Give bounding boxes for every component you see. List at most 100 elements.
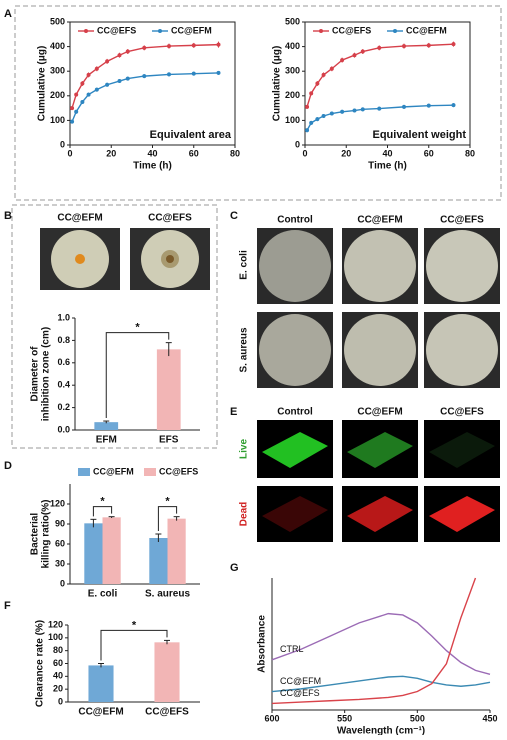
x-tick-label: 40 (147, 148, 157, 158)
legend-label: CC@EFM (171, 25, 212, 35)
y-tick-label: 20 (53, 684, 63, 694)
point (377, 106, 382, 111)
bar (94, 422, 119, 430)
point (167, 72, 171, 77)
plot-frame (304, 21, 471, 146)
significance-label: * (165, 496, 170, 508)
legend-label: CC@EFM (93, 466, 134, 476)
x-tick-label: 500 (410, 713, 425, 723)
point (309, 120, 314, 125)
point (309, 91, 314, 96)
panel-label: B (4, 210, 12, 222)
y-tick-label: 120 (48, 619, 63, 629)
y-tick-label: 100 (50, 115, 65, 125)
series-line (271, 675, 491, 693)
y-tick-label: 0 (60, 139, 65, 149)
x-tick-label: 20 (341, 148, 351, 158)
series-line (71, 72, 219, 122)
column-label: CC@EFM (357, 407, 402, 418)
panel-a-frame (14, 5, 502, 201)
point (321, 72, 326, 77)
point (86, 92, 91, 97)
legend-label: CC@EFS (97, 25, 136, 35)
point (191, 71, 196, 76)
point (329, 66, 334, 71)
sample (75, 254, 85, 264)
point (216, 42, 221, 47)
point (142, 74, 147, 79)
legend-marker (393, 29, 397, 33)
photo-grid (257, 228, 500, 388)
point (117, 53, 122, 58)
significance-label: * (100, 496, 105, 508)
x-tick-label: 80 (465, 148, 475, 158)
row-label: Live (239, 439, 250, 459)
x-axis-title: Time (h) (133, 161, 172, 172)
y-tick-label: 90 (55, 518, 65, 528)
sample (166, 255, 174, 263)
annotation: Equivalent area (150, 129, 232, 141)
point (167, 44, 171, 49)
point (94, 66, 99, 71)
x-tick-label: 40 (382, 148, 392, 158)
y-tick-label: 60 (53, 658, 63, 668)
stain (262, 496, 328, 532)
point (402, 44, 406, 49)
x-tick-label: 0 (67, 148, 72, 158)
y-axis-title: inhibition zone (cm) (41, 327, 52, 421)
dish (344, 314, 416, 386)
series-line (271, 612, 491, 676)
bar (84, 523, 103, 584)
y-tick-label: 100 (285, 115, 300, 125)
y-tick-label: 300 (285, 66, 300, 76)
y-tick-label: 200 (50, 90, 65, 100)
point (402, 104, 406, 109)
legend-label: CC@EFS (159, 466, 198, 476)
point (315, 81, 320, 86)
x-tick-label: S. aureus (145, 589, 190, 600)
stain (347, 496, 413, 532)
legend-swatch (78, 468, 90, 476)
y-tick-label: 40 (53, 671, 63, 681)
panel-label: D (4, 460, 12, 472)
x-tick-label: 450 (482, 713, 497, 723)
series-label: CTRL (280, 644, 304, 654)
point (125, 49, 130, 54)
legend-marker (319, 29, 323, 33)
y-tick-label: 0 (60, 578, 65, 588)
stain (262, 432, 328, 468)
panel-label: C (230, 210, 238, 222)
y-tick-label: 100 (48, 632, 63, 642)
x-tick-label: EFM (96, 435, 117, 446)
row-label: Dead (239, 502, 250, 526)
point (70, 119, 75, 124)
y-tick-label: 300 (50, 66, 65, 76)
legend-marker (84, 29, 88, 33)
point (191, 43, 196, 48)
point (125, 76, 130, 81)
x-tick-label: 20 (106, 148, 116, 158)
point (305, 128, 310, 133)
y-tick-label: 0.8 (57, 335, 70, 345)
point (451, 103, 456, 108)
x-tick-label: CC@EFM (78, 707, 123, 718)
series-label: CC@EFM (280, 676, 321, 686)
x-tick-label: E. coli (88, 589, 118, 600)
stain (429, 496, 495, 532)
y-tick-label: 30 (55, 558, 65, 568)
column-label: CC@EFM (357, 215, 402, 226)
y-axis-title: Cumulative (μg) (37, 46, 48, 122)
y-axis-title: Clearance rate (%) (35, 620, 46, 707)
panel-label: G (230, 562, 239, 574)
x-tick-label: CC@EFS (145, 707, 189, 718)
y-tick-label: 60 (55, 538, 65, 548)
point (74, 109, 79, 114)
point (80, 81, 85, 86)
point (340, 109, 345, 114)
y-tick-label: 500 (285, 16, 300, 26)
bar (102, 517, 121, 584)
point (305, 104, 310, 109)
point (340, 58, 345, 63)
y-tick-label: 0.2 (57, 402, 70, 412)
